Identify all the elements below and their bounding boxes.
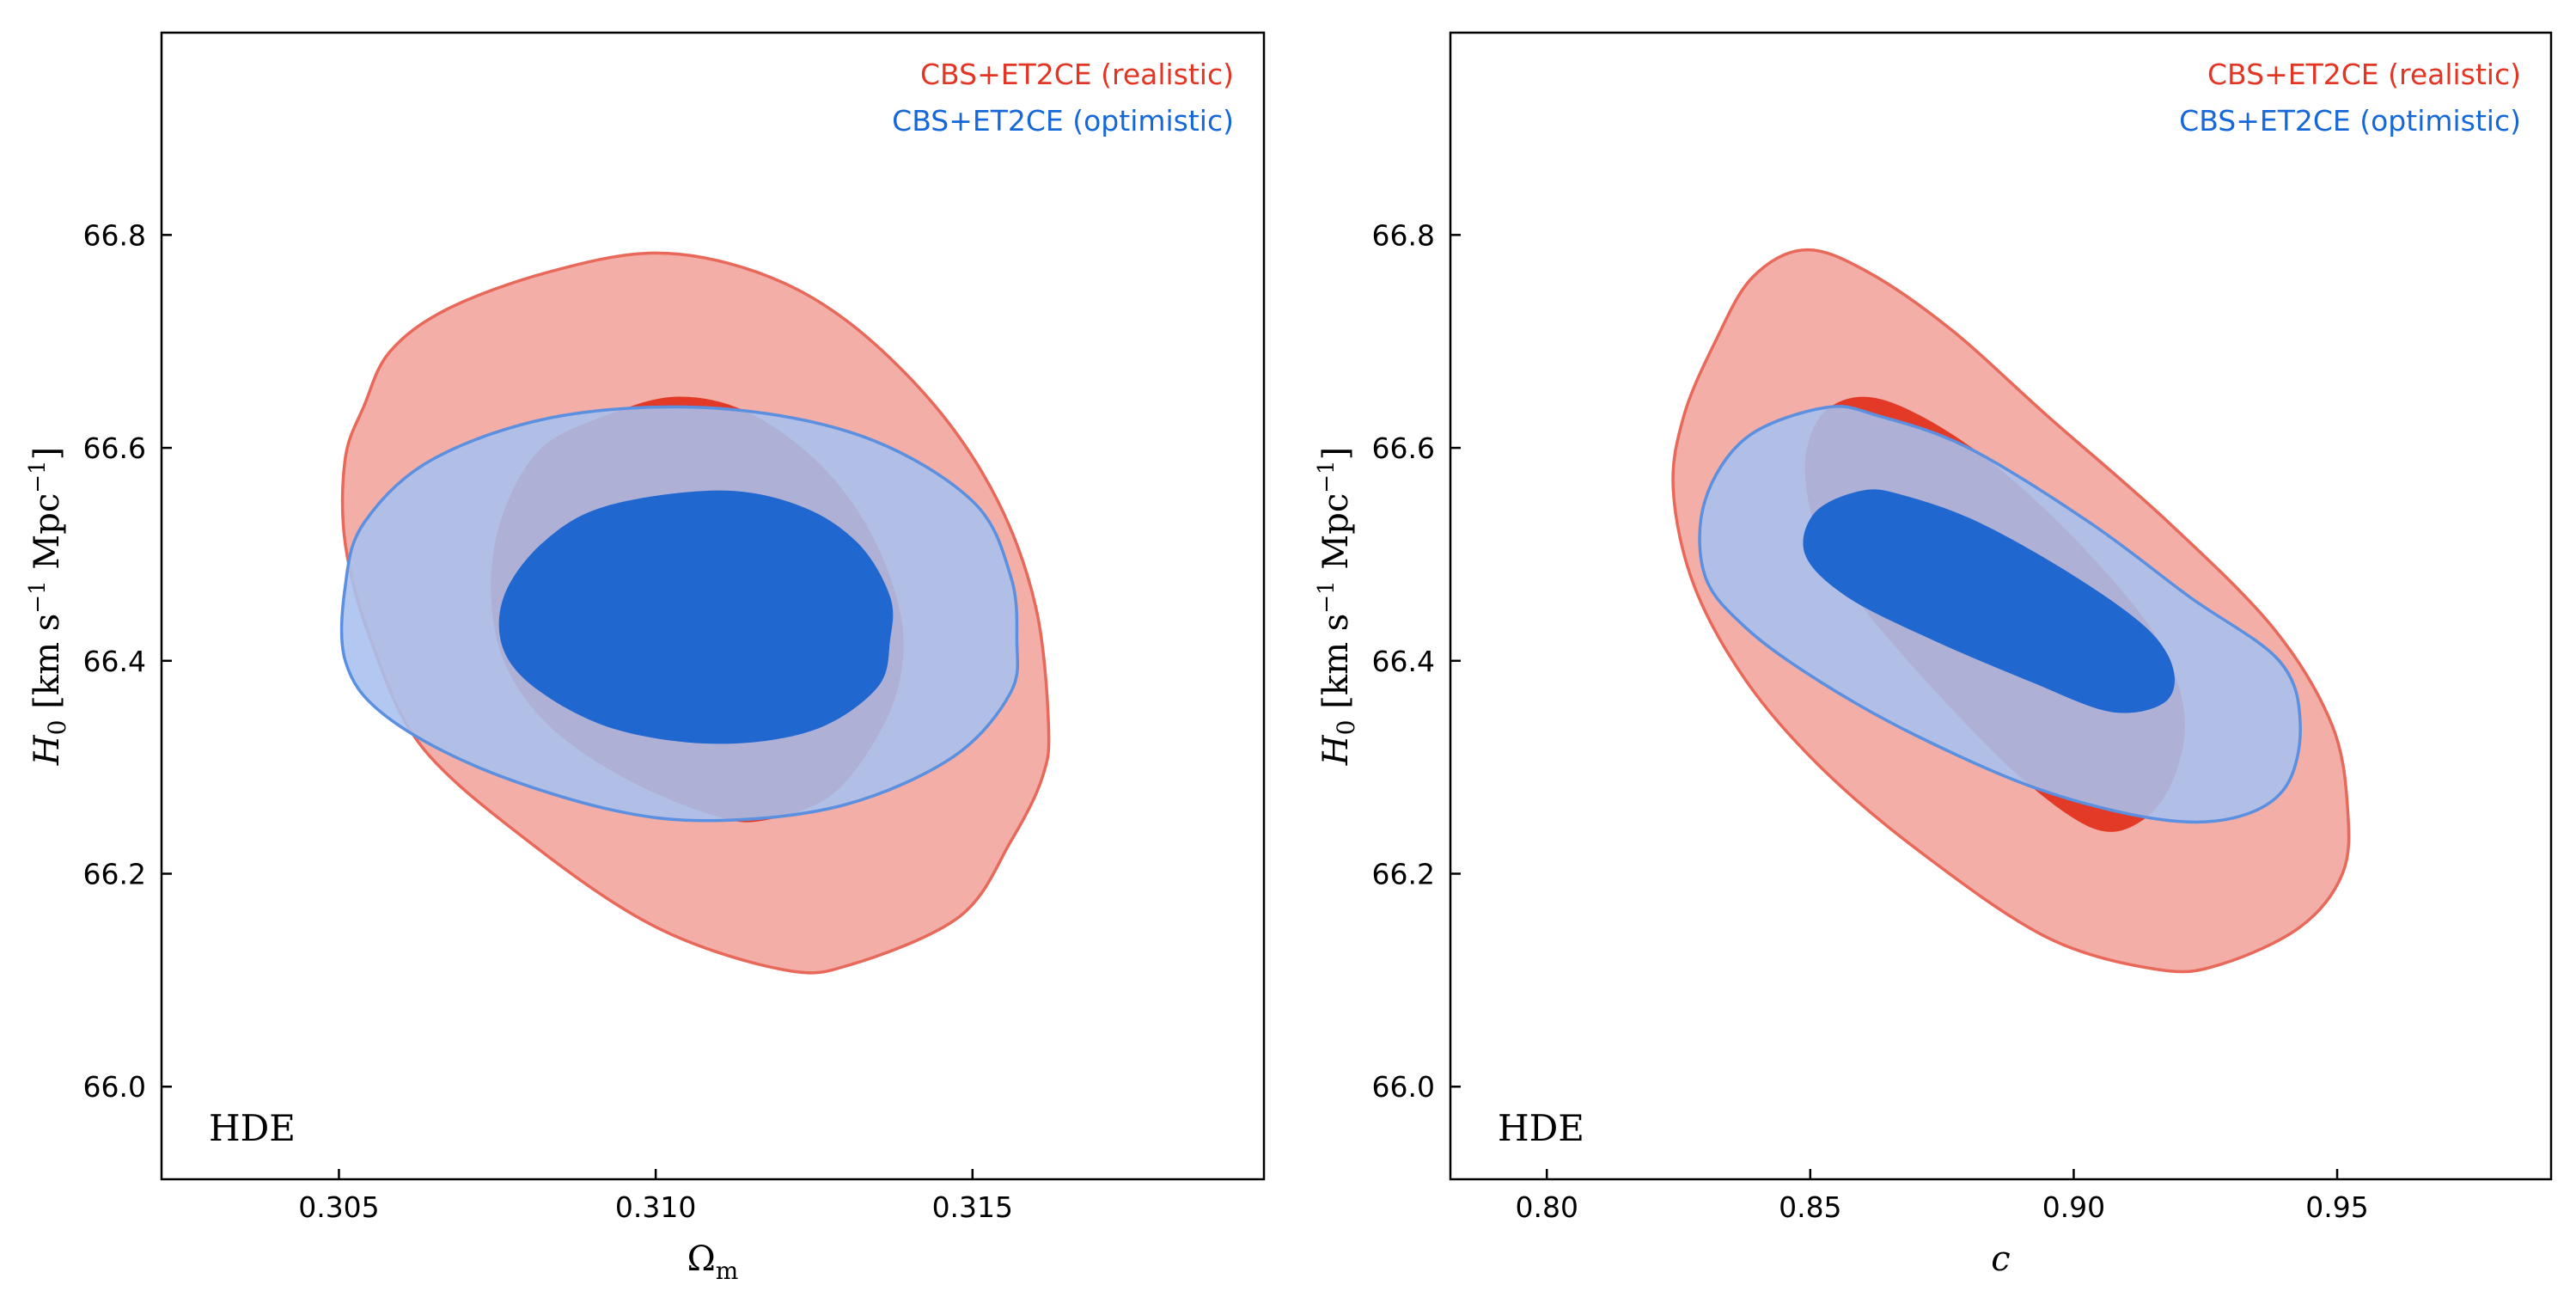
contour-layer — [1671, 248, 2351, 974]
legend-entry-optimistic: CBS+ET2CE (optimistic) — [2179, 104, 2521, 138]
y-tick-label: 66.6 — [1372, 431, 1435, 465]
x-tick-label: 0.310 — [615, 1190, 696, 1224]
x-tick-label: 0.95 — [2305, 1190, 2368, 1224]
x-tick-label: 0.315 — [932, 1190, 1013, 1224]
y-tick-label: 66.8 — [83, 218, 146, 252]
y-tick-label: 66.4 — [83, 645, 146, 678]
y-tick-label: 66.6 — [83, 431, 146, 465]
y-axis-label: H0 [km s−1 Mpc−1] — [25, 447, 71, 766]
contour-layer — [339, 251, 1051, 975]
panel-1: 0.305 0.310 0.315 66.0 66.2 66.4 66.6 66.8 Ωm H0 … — [25, 31, 1266, 1285]
panel-2: 0.80 0.85 0.90 0.95 66.0 66.2 66.4 66.6 66.8 c H0 … — [1314, 31, 2553, 1279]
model-annotation: HDE — [1498, 1107, 1584, 1149]
model-annotation: HDE — [209, 1107, 296, 1149]
x-tick-label: 0.305 — [298, 1190, 379, 1224]
legend-entry-realistic: CBS+ET2CE (realistic) — [920, 58, 1234, 91]
contour-optimistic-1sigma — [498, 490, 894, 744]
axes-frame — [160, 31, 1266, 1181]
x-axis-label: c — [1991, 1239, 2010, 1279]
legend-entry-realistic: CBS+ET2CE (realistic) — [2207, 58, 2521, 91]
y-axis-label: H0 [km s−1 Mpc−1] — [1314, 447, 1360, 766]
y-tick-label: 66.0 — [1372, 1070, 1435, 1104]
x-tick-label: 0.80 — [1515, 1190, 1578, 1224]
legend-entry-optimistic: CBS+ET2CE (optimistic) — [892, 104, 1234, 138]
x-axis-label: Ωm — [687, 1239, 739, 1285]
x-tick-label: 0.90 — [2042, 1190, 2105, 1224]
y-tick-label: 66.2 — [1372, 858, 1435, 891]
y-tick-label: 66.4 — [1372, 645, 1435, 678]
contour-optimistic-1sigma — [1803, 489, 2176, 713]
x-tick-label: 0.85 — [1779, 1190, 1841, 1224]
y-tick-label: 66.2 — [83, 858, 146, 891]
y-tick-label: 66.0 — [83, 1070, 146, 1104]
axes-frame — [1449, 31, 2553, 1181]
y-tick-label: 66.8 — [1372, 218, 1435, 252]
